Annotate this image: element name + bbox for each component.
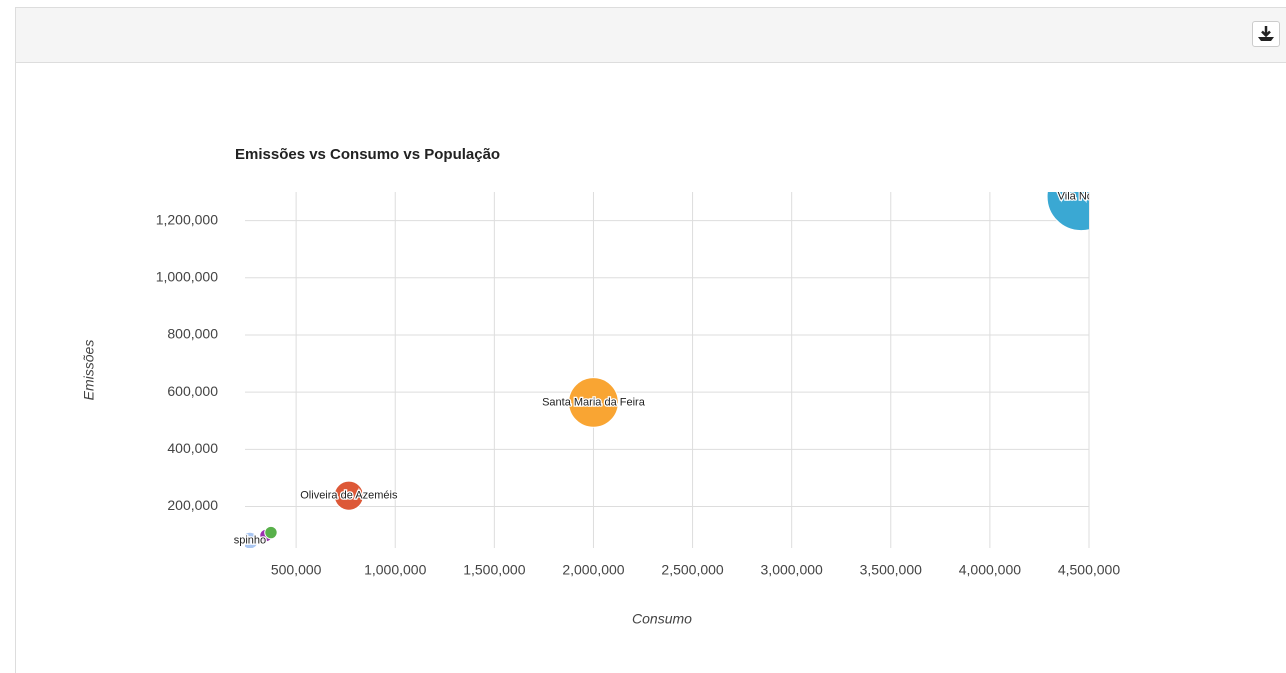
y-tick-label: 1,000,000: [156, 268, 218, 284]
bubble-label: Vila Nova: [1058, 190, 1106, 202]
x-tick-label: 2,500,000: [661, 562, 723, 578]
x-tick-label: 3,000,000: [761, 562, 823, 578]
y-axis-label: Emissões: [81, 340, 97, 401]
bubble: [245, 531, 259, 548]
x-tick-label: 4,500,000: [1058, 562, 1120, 578]
bubble-label: Santa Maria da Feira: [542, 396, 646, 408]
panel-header: [16, 8, 1286, 63]
chart-title: Emissões vs Consumo vs População: [235, 146, 500, 163]
x-tick-label: 4,000,000: [959, 562, 1021, 578]
y-tick-label: 1,200,000: [156, 211, 218, 227]
x-tick-label: 2,000,000: [562, 562, 624, 578]
y-tick-label: 200,000: [167, 497, 218, 513]
download-button[interactable]: [1252, 21, 1280, 47]
x-axis-label: Consumo: [632, 611, 692, 627]
x-tick-label: 1,500,000: [463, 562, 525, 578]
x-tick-label: 500,000: [271, 562, 322, 578]
y-tick-label: 800,000: [167, 326, 218, 342]
x-tick-label: 3,500,000: [860, 562, 922, 578]
panel: [15, 7, 1286, 673]
bubble: [333, 480, 364, 511]
bubble: [1046, 192, 1089, 232]
y-tick-label: 600,000: [167, 383, 218, 399]
y-tick-label: 400,000: [167, 440, 218, 456]
bubble-label: spinho: [234, 534, 266, 546]
x-tick-label: 1,000,000: [364, 562, 426, 578]
bubble: [264, 525, 278, 540]
download-icon: [1258, 26, 1274, 41]
bubble: [568, 377, 619, 428]
bubble-label: Oliveira de Azeméis: [300, 490, 398, 502]
